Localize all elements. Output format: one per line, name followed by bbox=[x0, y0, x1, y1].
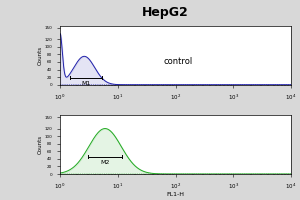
Y-axis label: Counts: Counts bbox=[38, 46, 43, 65]
Text: HepG2: HepG2 bbox=[142, 6, 188, 19]
Text: control: control bbox=[164, 57, 193, 66]
Text: M1: M1 bbox=[81, 81, 91, 86]
X-axis label: FL1-H: FL1-H bbox=[167, 192, 184, 197]
Text: M2: M2 bbox=[100, 160, 110, 165]
Y-axis label: Counts: Counts bbox=[38, 135, 43, 154]
